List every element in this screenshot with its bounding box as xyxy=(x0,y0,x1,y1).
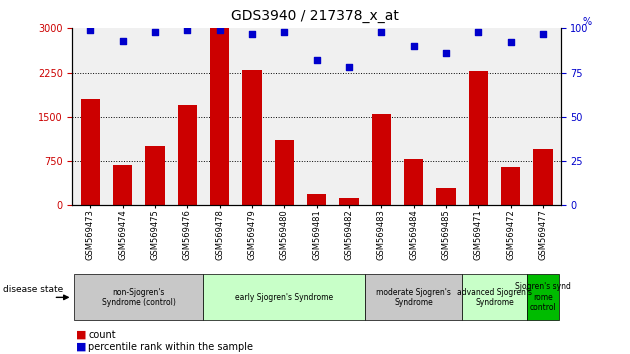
Bar xyxy=(210,28,229,205)
Bar xyxy=(242,70,261,205)
Text: advanced Sjogren's
Syndrome: advanced Sjogren's Syndrome xyxy=(457,288,532,307)
Text: Sjogren's synd
rome
control: Sjogren's synd rome control xyxy=(515,282,571,312)
Text: ■: ■ xyxy=(76,342,86,352)
Point xyxy=(85,27,95,33)
Text: percentile rank within the sample: percentile rank within the sample xyxy=(88,342,253,352)
Point xyxy=(473,29,483,35)
Bar xyxy=(275,141,294,205)
Text: ■: ■ xyxy=(76,330,86,339)
Point xyxy=(118,38,128,44)
Bar xyxy=(469,71,488,205)
Bar xyxy=(113,165,132,205)
Bar xyxy=(307,194,326,205)
Text: non-Sjogren's
Syndrome (control): non-Sjogren's Syndrome (control) xyxy=(102,288,176,307)
Bar xyxy=(501,167,520,205)
Point xyxy=(215,27,225,33)
Point xyxy=(247,31,257,36)
Bar xyxy=(178,105,197,205)
Text: GDS3940 / 217378_x_at: GDS3940 / 217378_x_at xyxy=(231,9,399,23)
Bar xyxy=(372,114,391,205)
Point xyxy=(441,50,451,56)
Point xyxy=(408,43,418,49)
Bar xyxy=(404,159,423,205)
Bar xyxy=(339,198,358,205)
Point xyxy=(182,27,192,33)
Point xyxy=(344,64,354,70)
Text: %: % xyxy=(583,17,592,27)
Bar xyxy=(436,188,455,205)
Point xyxy=(279,29,289,35)
Bar xyxy=(533,149,553,205)
Bar xyxy=(145,146,164,205)
Text: disease state: disease state xyxy=(3,285,64,294)
Text: early Sjogren's Syndrome: early Sjogren's Syndrome xyxy=(235,293,333,302)
Text: count: count xyxy=(88,330,116,339)
Point xyxy=(376,29,386,35)
Text: moderate Sjogren's
Syndrome: moderate Sjogren's Syndrome xyxy=(376,288,451,307)
Point xyxy=(150,29,160,35)
Bar xyxy=(81,99,100,205)
Point xyxy=(538,31,548,36)
Point xyxy=(505,40,515,45)
Point xyxy=(311,57,321,63)
